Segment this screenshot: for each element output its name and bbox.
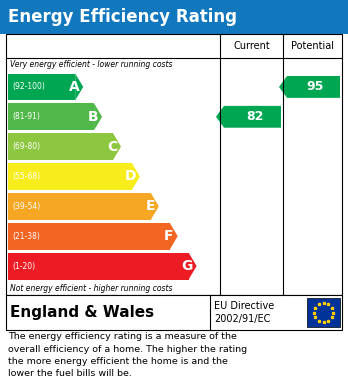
Text: F: F — [164, 229, 174, 243]
Bar — [8, 133, 113, 160]
Bar — [8, 163, 132, 190]
Bar — [307, 298, 340, 327]
Text: (55-68): (55-68) — [12, 172, 40, 181]
Bar — [8, 193, 151, 220]
Polygon shape — [113, 133, 121, 160]
Text: Very energy efficient - lower running costs: Very energy efficient - lower running co… — [10, 60, 173, 69]
Polygon shape — [216, 106, 281, 128]
Text: (39-54): (39-54) — [12, 202, 40, 211]
Text: A: A — [69, 80, 79, 94]
Bar — [0, 0, 348, 34]
Text: Not energy efficient - higher running costs: Not energy efficient - higher running co… — [10, 284, 173, 293]
Text: E: E — [145, 199, 155, 213]
Text: EU Directive
2002/91/EC: EU Directive 2002/91/EC — [214, 301, 274, 324]
Bar — [6, 295, 342, 330]
Polygon shape — [189, 253, 197, 280]
Text: D: D — [124, 170, 136, 183]
Text: (92-100): (92-100) — [12, 83, 45, 91]
Text: (1-20): (1-20) — [12, 262, 35, 271]
Text: 82: 82 — [246, 110, 263, 123]
Text: (81-91): (81-91) — [12, 112, 40, 121]
Text: G: G — [181, 259, 192, 273]
Text: (21-38): (21-38) — [12, 232, 40, 241]
Text: B: B — [87, 110, 98, 124]
Text: (69-80): (69-80) — [12, 142, 40, 151]
Text: The energy efficiency rating is a measure of the
overall efficiency of a home. T: The energy efficiency rating is a measur… — [8, 332, 247, 378]
Bar — [8, 253, 189, 280]
Text: C: C — [107, 140, 117, 154]
Bar — [8, 223, 170, 249]
Polygon shape — [279, 76, 340, 98]
Text: England & Wales: England & Wales — [10, 305, 154, 320]
Polygon shape — [132, 163, 140, 190]
Text: Energy Efficiency Rating: Energy Efficiency Rating — [8, 8, 237, 26]
Bar — [6, 34, 342, 295]
Polygon shape — [75, 74, 83, 100]
Bar — [8, 74, 75, 100]
Text: 95: 95 — [307, 81, 324, 93]
Polygon shape — [170, 223, 178, 249]
Text: Current: Current — [233, 41, 270, 51]
Text: Potential: Potential — [291, 41, 334, 51]
Polygon shape — [151, 193, 159, 220]
Polygon shape — [94, 103, 102, 130]
Bar — [8, 103, 94, 130]
